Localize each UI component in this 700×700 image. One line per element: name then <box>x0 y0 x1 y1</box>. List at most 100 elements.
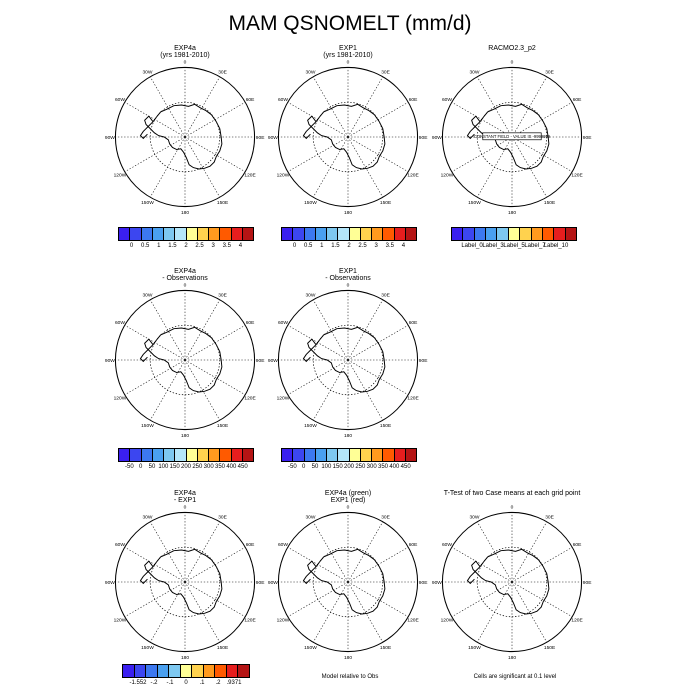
meridian-line <box>451 136 513 173</box>
colorbar-swatch <box>394 449 406 461</box>
meridian-line <box>347 581 384 643</box>
colorbar-swatch <box>220 228 232 240</box>
longitude-label: 90W <box>105 580 115 586</box>
longitude-label: 60W <box>442 542 452 548</box>
colorbar-swatch <box>203 665 216 677</box>
longitude-label: 120W <box>277 617 290 623</box>
longitude-label: 120W <box>441 617 454 623</box>
longitude-label: 60W <box>278 542 288 548</box>
colorbar-swatch <box>486 228 498 240</box>
longitude-label: 60E <box>573 97 582 103</box>
footnote-model-relative: Model relative to Obs <box>321 674 379 680</box>
longitude-label: 60W <box>115 97 125 103</box>
colorbar-tick-label: 1 <box>157 243 161 249</box>
colorbar-swatch <box>360 228 372 240</box>
meridian-line <box>511 581 573 618</box>
longitude-label: 120W <box>441 172 454 178</box>
panel-title-line1: RACMO2.3_p2 <box>488 45 536 52</box>
colorbar-tick-label: 150 <box>169 464 180 470</box>
longitude-label: 90E <box>419 135 428 141</box>
colorbar-tick-label: 100 <box>158 464 169 470</box>
longitude-label: 60E <box>246 542 255 548</box>
colorbar-tick-label: 450 <box>237 464 248 470</box>
colorbar-swatch <box>146 665 158 677</box>
panel-title-line1: EXP1 <box>339 45 357 52</box>
colorbar-swatch <box>372 449 384 461</box>
colorbar-swatch <box>338 449 350 461</box>
longitude-label: 90W <box>268 580 278 586</box>
polar-map-r3c3: 0 30E 60E 90E 120E 150E 180 150W 120W 90W 60W 30W <box>432 505 592 661</box>
panel-title-line2: - Observations <box>325 275 371 282</box>
longitude-label: 150W <box>468 645 481 651</box>
colorbar-tick-label: 350 <box>377 464 389 470</box>
colorbar-swatch <box>304 449 316 461</box>
antarctic-peninsula <box>302 344 317 363</box>
colorbar-tick-label: 3.5 <box>385 243 394 249</box>
longitude-label: 30W <box>305 293 315 299</box>
colorbar-cb2 <box>281 227 417 241</box>
antarctic-peninsula <box>139 344 154 363</box>
longitude-label: 90E <box>256 358 265 364</box>
colorbar-swatch <box>327 449 339 461</box>
colorbar-swatch <box>119 449 131 461</box>
colorbar-tick-label: Label_0 <box>461 243 483 249</box>
meridian-line <box>347 581 409 618</box>
colorbar-tick-label: -.2 <box>150 680 158 686</box>
colorbar-tick-label: .2 <box>215 680 221 686</box>
longitude-label: 90E <box>256 135 265 141</box>
colorbar-tick-label: 0.5 <box>304 243 313 249</box>
colorbar-swatch <box>231 449 243 461</box>
colorbar-tick-label: 4 <box>401 243 406 249</box>
colorbar-swatch <box>520 228 532 240</box>
longitude-label: 0 <box>184 60 187 66</box>
longitude-label: 120E <box>244 617 256 623</box>
longitude-label: 30W <box>142 70 152 76</box>
meridian-line <box>149 581 186 643</box>
longitude-label: 180 <box>508 655 516 661</box>
longitude-label: 60W <box>115 542 125 548</box>
colorbar-swatch <box>282 228 294 240</box>
colorbar-swatch <box>169 665 181 677</box>
panel-title-line2: (yrs 1981-2010) <box>323 52 373 59</box>
longitude-label: 120E <box>407 395 419 401</box>
colorbar-tick-label: 3 <box>211 243 215 249</box>
longitude-label: 60W <box>278 97 288 103</box>
colorbar-swatch <box>497 228 509 240</box>
longitude-label: 120E <box>407 617 419 623</box>
antarctic-peninsula <box>139 121 154 140</box>
colorbar-tick-label: 0 <box>301 464 306 470</box>
colorbar-swatch <box>383 228 395 240</box>
longitude-label: 30W <box>469 515 479 521</box>
longitude-label: 150E <box>217 645 229 651</box>
longitude-label: 150E <box>380 200 392 206</box>
colorbar-tick-label: -.1 <box>166 680 174 686</box>
meridian-line <box>312 76 349 138</box>
longitude-label: 150E <box>544 200 556 206</box>
colorbar-swatch <box>293 228 305 240</box>
colorbar-swatch <box>197 449 209 461</box>
colorbar-tick-label: 3 <box>374 243 378 249</box>
colorbar-tick-label: Label_3 <box>482 243 504 249</box>
longitude-label: 30W <box>142 515 152 521</box>
meridian-line <box>287 136 349 173</box>
annotation-box <box>482 132 542 141</box>
longitude-label: 0 <box>347 283 350 289</box>
polar-map-r1c1: 0 30E 60E 90E 120E 150E 180 150W 120W 90W 60W 30W <box>105 60 265 216</box>
panel-title-line2: - Observations <box>162 275 208 282</box>
colorbar-swatch <box>327 228 339 240</box>
meridian-line <box>124 359 186 396</box>
colorbar-tick-label: 350 <box>214 464 226 470</box>
longitude-label: 180 <box>508 210 516 216</box>
antarctica-outline <box>307 548 386 615</box>
colorbar-swatch <box>338 228 350 240</box>
longitude-label: 90E <box>256 580 265 586</box>
meridian-line <box>312 299 349 361</box>
meridian-line <box>312 521 349 583</box>
longitude-label: 0 <box>347 60 350 66</box>
meridian-line <box>312 359 349 421</box>
longitude-label: 0 <box>347 505 350 511</box>
longitude-label: 180 <box>344 433 352 439</box>
longitude-label: 90W <box>105 135 115 141</box>
colorbar-swatch <box>360 449 372 461</box>
colorbar-swatch <box>180 665 193 677</box>
